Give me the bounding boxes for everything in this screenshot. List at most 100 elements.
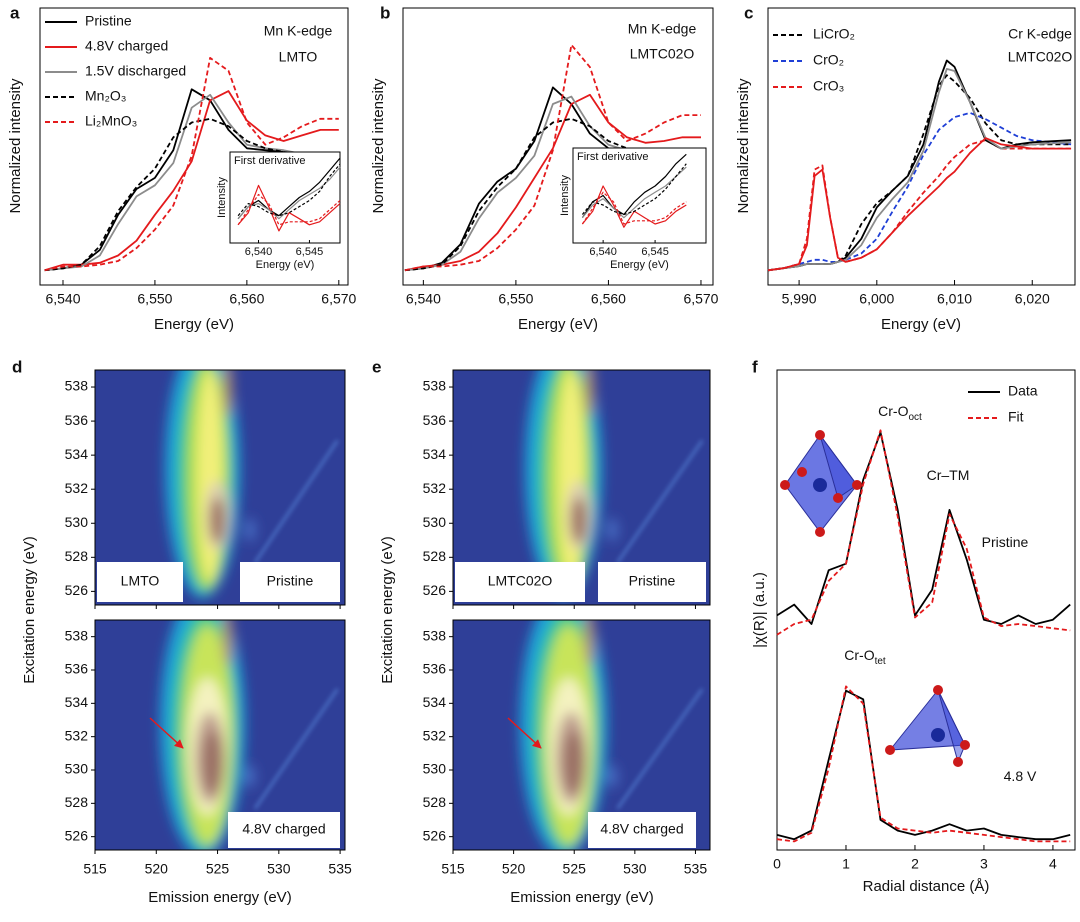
x-tick-label: 6,560 xyxy=(591,291,626,307)
map-label: 4.8V charged xyxy=(600,821,683,837)
atom xyxy=(885,745,895,755)
x-tick-label: 6,545 xyxy=(296,246,324,258)
inset-title: First derivative xyxy=(234,155,306,167)
elastic-line xyxy=(253,439,339,564)
atom xyxy=(833,493,843,503)
x-tick-label: 515 xyxy=(441,861,465,877)
map-label: LMTC02O xyxy=(488,573,553,589)
x-tick-label: 515 xyxy=(83,861,107,877)
x-tick-label: 6,560 xyxy=(229,291,264,307)
y-tick-label: 528 xyxy=(423,794,447,810)
legend-label: Pristine xyxy=(85,13,132,29)
x-axis-label: Energy (eV) xyxy=(518,316,598,333)
data-line xyxy=(404,117,702,272)
heatmap-blobs xyxy=(160,620,255,850)
heatmap-image xyxy=(95,620,345,850)
x-tick-label: 530 xyxy=(623,861,647,877)
map-label: LMTO xyxy=(121,573,160,589)
x-tick-label: 535 xyxy=(684,861,708,877)
y-tick-label: 528 xyxy=(423,548,447,564)
data-line xyxy=(404,44,701,272)
y-tick-label: 530 xyxy=(423,761,447,777)
annotation: Mn K-edge xyxy=(264,23,333,39)
label-box xyxy=(455,562,585,602)
legend-label: CrO₃ xyxy=(813,78,844,94)
data-line xyxy=(776,689,1071,841)
y-tick-label: 534 xyxy=(423,694,447,710)
atom xyxy=(797,467,807,477)
label-box xyxy=(588,812,696,848)
x-tick-label: 6,570 xyxy=(321,291,356,307)
data-line xyxy=(581,191,687,225)
annotation: LMTC02O xyxy=(1008,49,1073,65)
data-line xyxy=(776,429,1071,636)
panel-label: a xyxy=(10,3,20,22)
y-tick-label: 528 xyxy=(65,548,89,564)
plot-frame xyxy=(229,151,341,244)
y-axis-label: Excitation energy (eV) xyxy=(379,536,396,684)
map-label: Pristine xyxy=(267,573,314,589)
y-tick-label: 536 xyxy=(65,661,89,677)
inset-x-label: Energy (eV) xyxy=(256,259,315,271)
heatmap-image xyxy=(453,620,710,850)
inset-title: First derivative xyxy=(577,151,649,163)
heatmap-blobs xyxy=(519,620,618,850)
x-tick-label: 0 xyxy=(773,856,781,872)
x-tick-label: 1 xyxy=(842,856,850,872)
annotation-text: Cr–TM xyxy=(927,467,970,483)
annotation: Pristine xyxy=(982,534,1029,550)
atom xyxy=(815,430,825,440)
data-line xyxy=(237,166,341,220)
y-tick-label: 536 xyxy=(423,412,447,428)
heatmap-blob xyxy=(584,370,595,417)
y-axis-label: Normalized intensity xyxy=(7,78,24,214)
data-line xyxy=(776,431,1071,625)
x-axis-label: Radial distance (Å) xyxy=(863,878,990,895)
y-axis-label: Normalized intensity xyxy=(370,78,387,214)
heatmap-blob xyxy=(245,764,255,788)
atom xyxy=(931,728,945,742)
data-line xyxy=(767,137,1072,272)
data-line xyxy=(44,57,339,272)
annotation-text: Pristine xyxy=(982,534,1029,550)
data-line xyxy=(404,93,701,272)
x-tick-label: 6,570 xyxy=(683,291,718,307)
legend-label: Li₂MnO₃ xyxy=(85,113,137,129)
data-line xyxy=(237,163,341,217)
data-line xyxy=(237,184,341,232)
annotation-subscript: tet xyxy=(875,656,886,667)
heatmap-blob xyxy=(222,620,233,666)
heatmap-blobs xyxy=(524,370,618,598)
arrow xyxy=(149,717,184,749)
heatmap-blob xyxy=(571,496,587,544)
x-tick-label: 6,000 xyxy=(859,291,894,307)
x-tick-label: 6,020 xyxy=(1015,291,1050,307)
x-tick-label: 525 xyxy=(206,861,230,877)
x-tick-label: 2 xyxy=(911,856,919,872)
x-tick-label: 535 xyxy=(328,861,352,877)
legend-label: CrO₂ xyxy=(813,52,844,68)
y-axis-label: Excitation energy (eV) xyxy=(21,536,38,684)
plot-frame xyxy=(94,619,346,851)
heatmap-blob xyxy=(245,518,255,542)
annotation: Mn K-edge xyxy=(628,21,697,37)
heatmap-blobs xyxy=(165,370,255,598)
atom xyxy=(953,757,963,767)
y-tick-label: 538 xyxy=(65,378,89,394)
x-tick-label: 520 xyxy=(502,861,526,877)
atom xyxy=(933,685,943,695)
y-tick-label: 526 xyxy=(65,582,89,598)
x-tick-label: 6,550 xyxy=(498,291,533,307)
atom xyxy=(815,527,825,537)
annotation: LMTC02O xyxy=(630,46,695,62)
x-tick-label: 6,550 xyxy=(137,291,172,307)
heatmap-blob xyxy=(607,764,618,788)
x-tick-label: 6,010 xyxy=(937,291,972,307)
data-line xyxy=(581,163,687,216)
legend-label: LiCrO₂ xyxy=(813,26,855,42)
annotation: Cr-Ooct xyxy=(878,403,922,423)
x-tick-label: 6,540 xyxy=(406,291,441,307)
polyhedron-face xyxy=(937,689,966,764)
